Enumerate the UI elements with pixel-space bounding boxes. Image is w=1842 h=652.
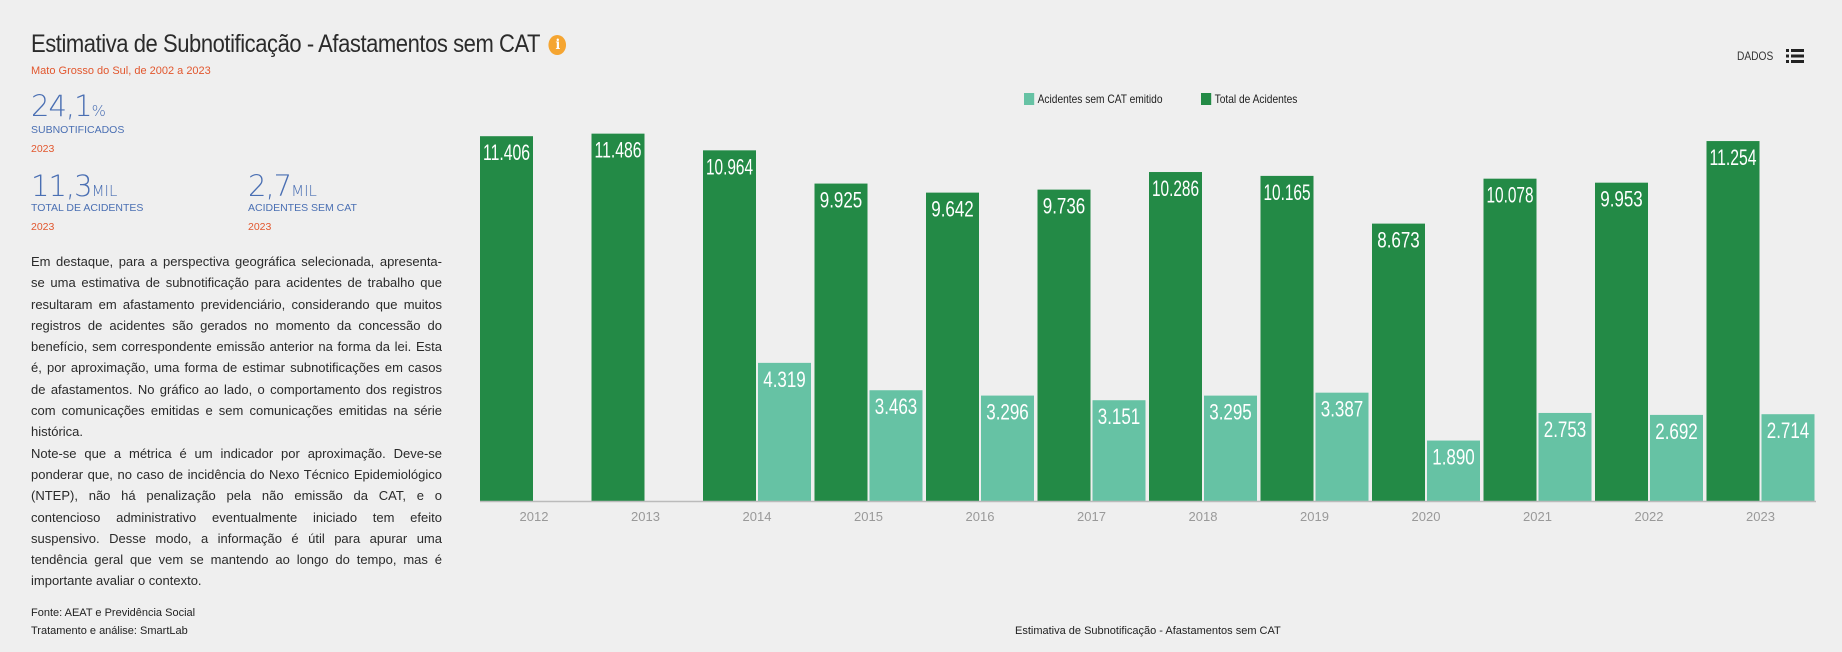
- bar-total-2023: [1706, 141, 1760, 501]
- bar-label-nocat-2022: 2.692: [1655, 419, 1698, 444]
- legend-item-total[interactable]: Total de Acidentes: [1200, 92, 1298, 106]
- page-subtitle: Mato Grosso do Sul, de 2002 a 2023: [31, 65, 211, 77]
- legend-label-no-cat: Acidentes sem CAT emitido: [1037, 92, 1163, 106]
- chart-caption: Estimativa de Subnotificação - Afastamen…: [1015, 625, 1281, 637]
- kpi-nocat-value: 2,7MIL: [248, 169, 317, 203]
- legend-label-total: Total de Acidentes: [1214, 92, 1298, 106]
- bar-total-2017: [1037, 189, 1091, 502]
- x-tick-2016: 2016: [966, 509, 995, 524]
- bar-label-nocat-2021: 2.753: [1544, 417, 1587, 442]
- analysis-line: Tratamento e análise: SmartLab: [31, 625, 188, 637]
- x-tick-2023: 2023: [1746, 509, 1775, 524]
- x-tick-2019: 2019: [1300, 509, 1329, 524]
- bar-nocat-2017: [1092, 400, 1146, 501]
- x-tick-2015: 2015: [854, 509, 883, 524]
- bar-nocat-2014: [758, 362, 811, 501]
- kpi-total-label: TOTAL DE ACIDENTES: [31, 202, 144, 214]
- bar-label-nocat-2023: 2.714: [1767, 418, 1810, 443]
- description-paragraph-2: Note-se que a métrica é um indicador por…: [31, 445, 442, 589]
- bar-label-nocat-2015: 3.463: [875, 394, 918, 419]
- kpi-rate-year: 2023: [31, 143, 55, 155]
- bar-total-2016: [926, 192, 979, 501]
- kpi-total-value: 11,3MIL: [31, 169, 118, 203]
- x-tick-2017: 2017: [1077, 509, 1106, 524]
- kpi-nocat-label: ACIDENTES SEM CAT: [248, 202, 357, 214]
- bar-total-2014: [703, 150, 756, 501]
- list-icon[interactable]: [1786, 49, 1804, 63]
- bar-label-total-2021: 10.078: [1487, 183, 1534, 208]
- legend-swatch-total: [1200, 93, 1212, 105]
- dados-button[interactable]: DADOS: [1737, 49, 1774, 63]
- x-tick-2018: 2018: [1189, 509, 1218, 524]
- bar-total-2022: [1595, 182, 1648, 501]
- bar-nocat-2022: [1650, 414, 1703, 501]
- bar-label-nocat-2016: 3.296: [986, 400, 1029, 425]
- bar-label-total-2022: 9.953: [1600, 187, 1643, 212]
- x-tick-2020: 2020: [1412, 509, 1441, 524]
- bar-label-total-2012: 11.406: [483, 140, 530, 165]
- bar-label-total-2014: 10.964: [706, 154, 753, 179]
- x-tick-2021: 2021: [1523, 509, 1552, 524]
- bar-label-nocat-2014: 4.319: [763, 367, 806, 392]
- description: Em destaque, para a perspectiva geográfi…: [31, 251, 442, 592]
- bar-nocat-2023: [1761, 414, 1815, 501]
- bar-label-nocat-2018: 3.295: [1209, 400, 1252, 425]
- bar-label-total-2015: 9.925: [820, 188, 863, 213]
- bar-label-total-2016: 9.642: [931, 197, 974, 222]
- bar-nocat-2019: [1315, 392, 1369, 501]
- bar-nocat-2018: [1204, 395, 1257, 501]
- kpi-total-year: 2023: [31, 221, 55, 233]
- bar-label-total-2018: 10.286: [1152, 176, 1199, 201]
- bar-label-total-2013: 11.486: [595, 138, 642, 163]
- x-tick-2012: 2012: [520, 509, 549, 524]
- bar-total-2012: [480, 136, 533, 501]
- bar-nocat-2020: [1427, 440, 1480, 501]
- bar-label-total-2017: 9.736: [1043, 194, 1086, 219]
- source-line: Fonte: AEAT e Previdência Social: [31, 607, 196, 619]
- x-tick-2014: 2014: [743, 509, 772, 524]
- chart-legend: Acidentes sem CAT emitido Total de Acide…: [1024, 92, 1328, 106]
- bar-total-2018: [1149, 172, 1202, 502]
- bar-nocat-2021: [1538, 412, 1592, 501]
- bar-total-2021: [1483, 178, 1537, 501]
- bar-total-2019: [1260, 175, 1314, 501]
- bar-nocat-2015: [869, 390, 923, 501]
- bar-label-total-2020: 8.673: [1377, 228, 1420, 253]
- kpi-rate-value: 24,1%: [31, 89, 106, 123]
- bar-label-total-2023: 11.254: [1710, 145, 1757, 170]
- x-tick-2022: 2022: [1635, 509, 1664, 524]
- x-tick-2013: 2013: [631, 509, 660, 524]
- bar-total-2020: [1372, 223, 1425, 502]
- page-title-text: Estimativa de Subnotificação - Afastamen…: [31, 30, 541, 58]
- bar-nocat-2016: [981, 395, 1034, 501]
- bar-label-nocat-2019: 3.387: [1321, 397, 1364, 422]
- page-title: Estimativa de Subnotificação - Afastamen…: [31, 30, 567, 59]
- info-icon[interactable]: i: [548, 34, 567, 55]
- kpi-rate-label: SUBNOTIFICADOS: [31, 124, 125, 136]
- bar-label-total-2019: 10.165: [1264, 180, 1311, 205]
- description-paragraph-1: Em destaque, para a perspectiva geográfi…: [31, 254, 442, 440]
- bar-label-nocat-2020: 1.890: [1432, 445, 1475, 470]
- bar-total-2013: [591, 133, 645, 501]
- bar-total-2015: [814, 183, 868, 502]
- kpi-nocat-year: 2023: [248, 221, 272, 233]
- bar-label-nocat-2017: 3.151: [1098, 404, 1141, 429]
- legend-item-no-cat[interactable]: Acidentes sem CAT emitido: [1024, 92, 1163, 106]
- legend-swatch-no-cat: [1024, 93, 1035, 105]
